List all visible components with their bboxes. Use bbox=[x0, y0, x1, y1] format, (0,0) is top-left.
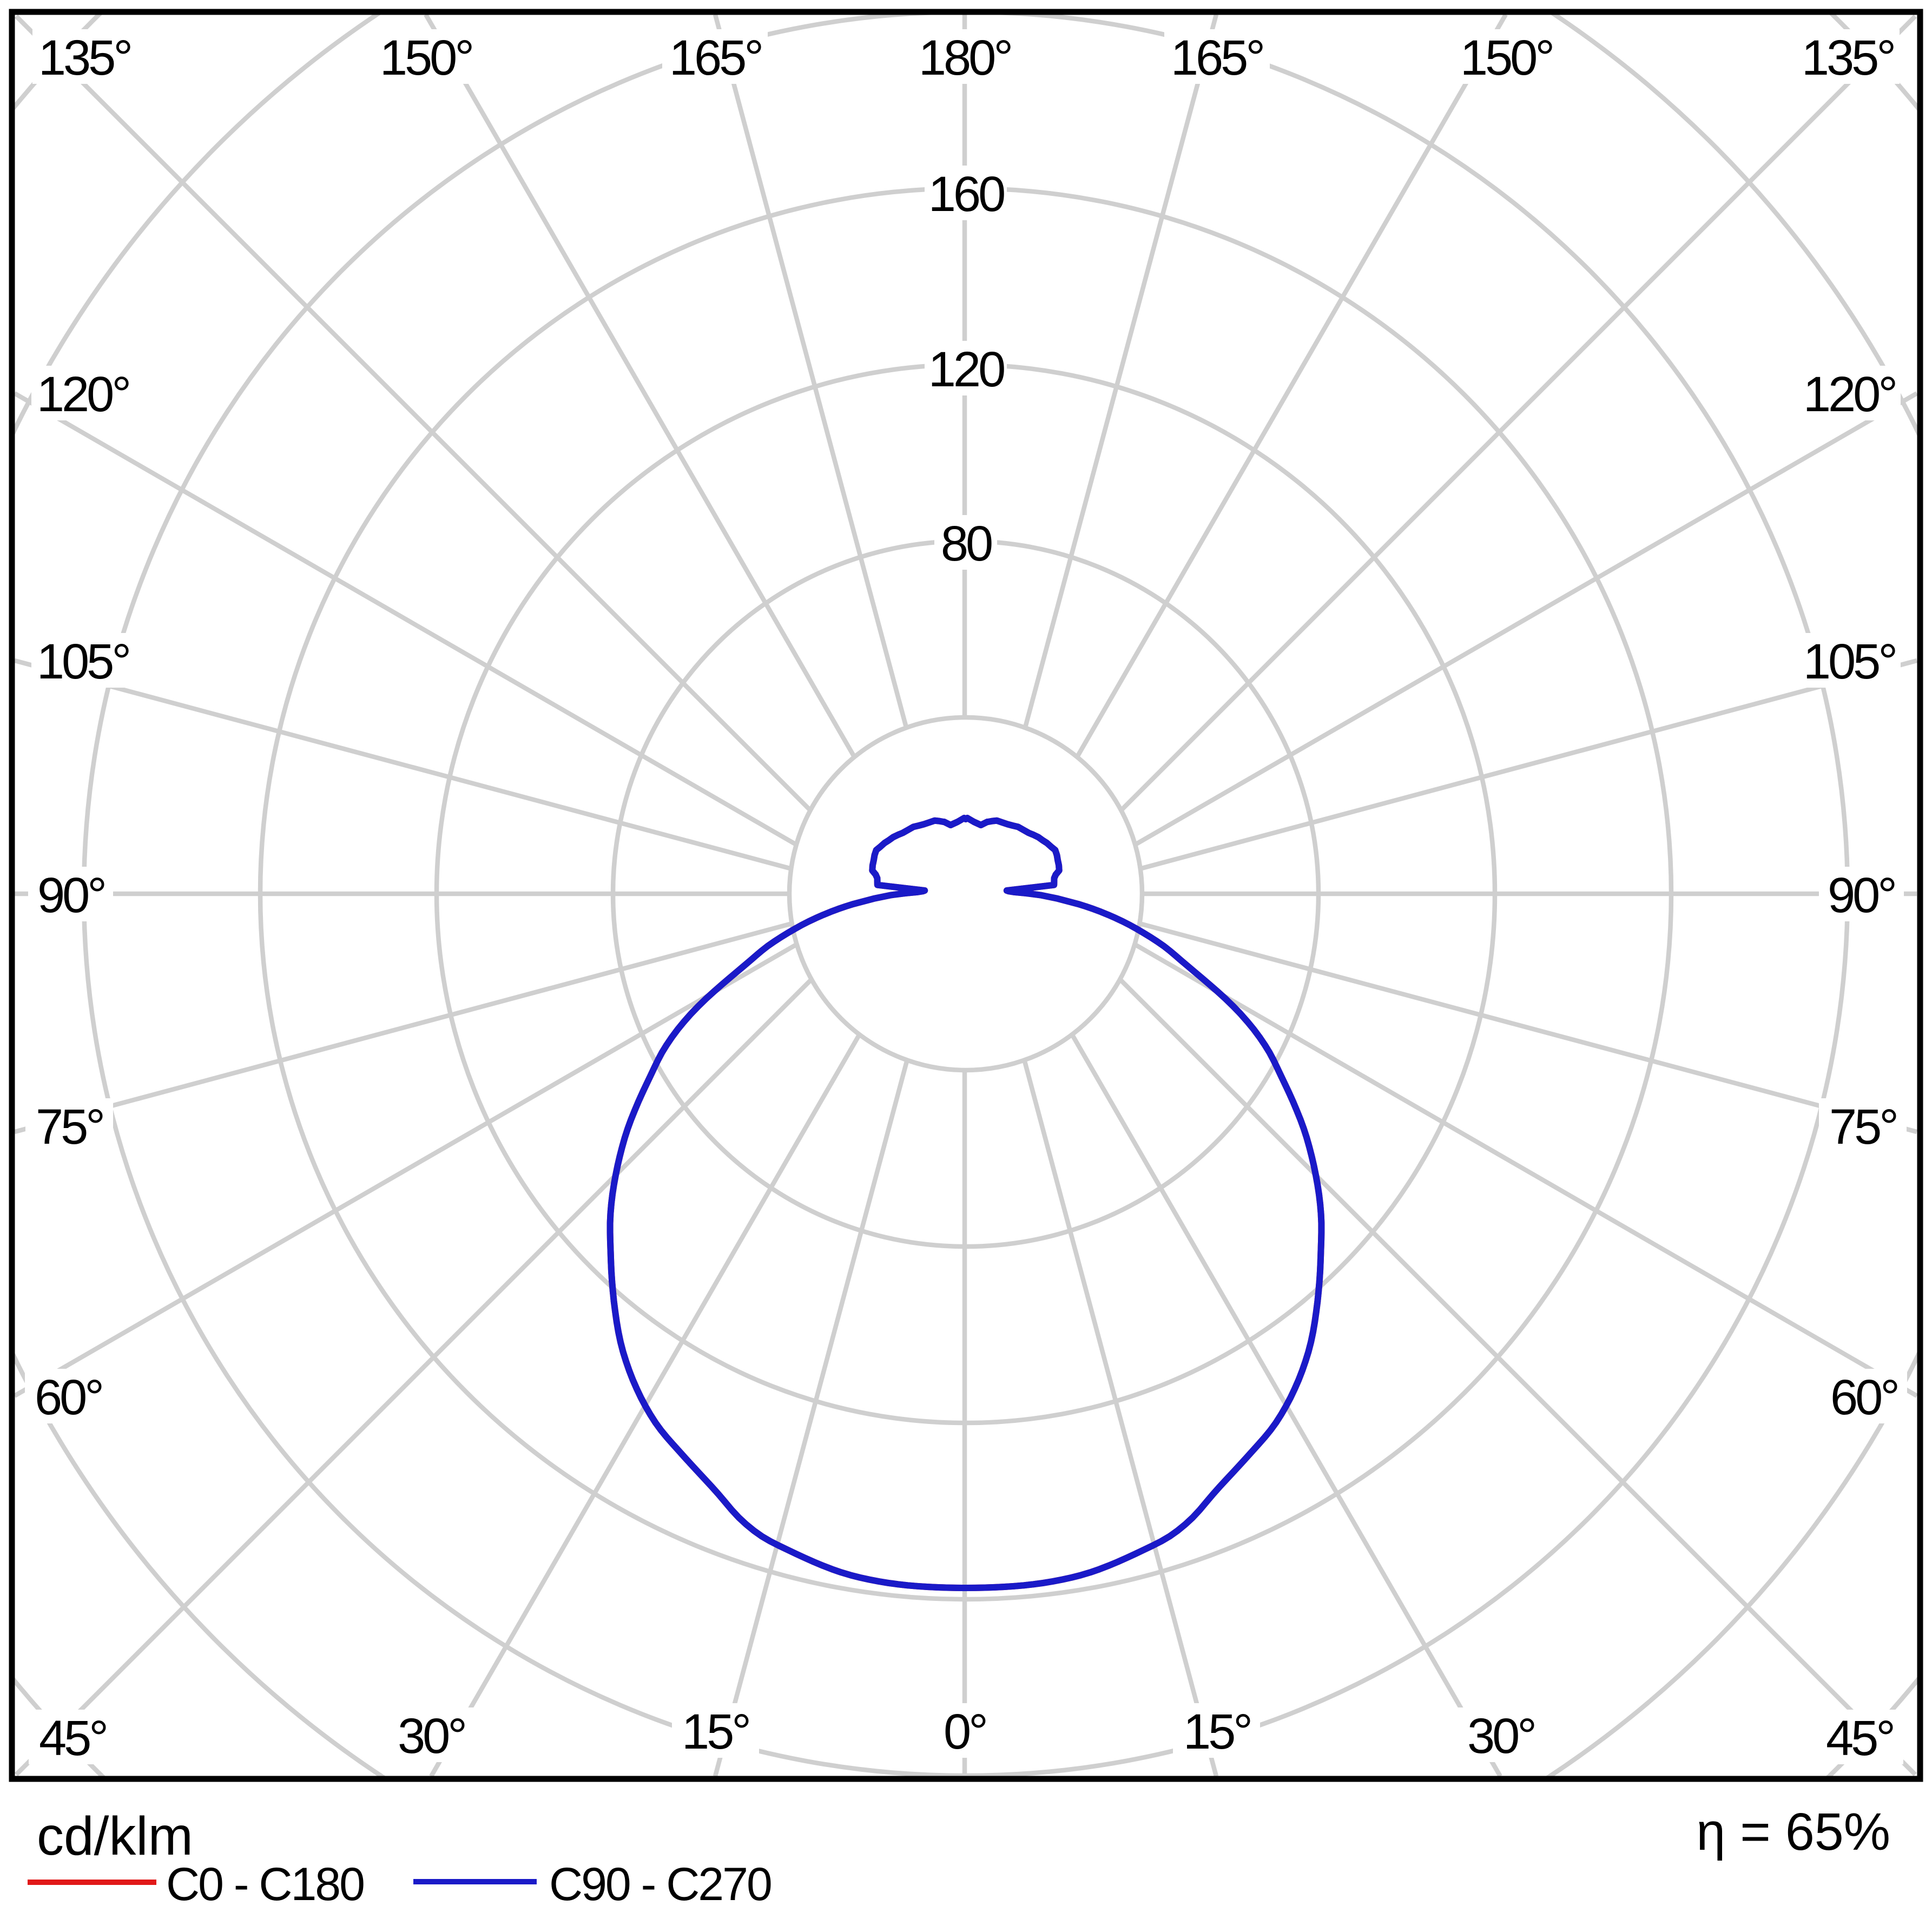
svg-text:15°: 15° bbox=[682, 1704, 749, 1759]
svg-text:60°: 60° bbox=[35, 1370, 102, 1425]
svg-text:120°: 120° bbox=[37, 367, 129, 422]
svg-text:C90 - C270: C90 - C270 bbox=[549, 1858, 771, 1910]
svg-text:165°: 165° bbox=[669, 30, 761, 85]
svg-text:90°: 90° bbox=[37, 868, 104, 923]
svg-text:135°: 135° bbox=[1802, 30, 1894, 85]
svg-text:105°: 105° bbox=[37, 634, 129, 689]
svg-text:120°: 120° bbox=[1803, 367, 1895, 422]
svg-text:75°: 75° bbox=[1829, 1099, 1896, 1155]
svg-text:120: 120 bbox=[928, 342, 1004, 397]
svg-text:135°: 135° bbox=[38, 30, 130, 85]
svg-text:180°: 180° bbox=[919, 30, 1011, 85]
svg-text:30°: 30° bbox=[1467, 1709, 1534, 1764]
svg-text:45°: 45° bbox=[39, 1711, 106, 1766]
svg-text:90°: 90° bbox=[1828, 868, 1895, 923]
svg-text:30°: 30° bbox=[398, 1709, 465, 1764]
svg-text:15°: 15° bbox=[1183, 1704, 1250, 1759]
svg-text:80: 80 bbox=[941, 516, 992, 571]
svg-text:45°: 45° bbox=[1826, 1711, 1893, 1766]
svg-text:105°: 105° bbox=[1803, 634, 1895, 689]
svg-text:60°: 60° bbox=[1830, 1370, 1897, 1425]
svg-text:75°: 75° bbox=[36, 1099, 103, 1155]
svg-text:η = 65%: η = 65% bbox=[1696, 1802, 1890, 1861]
svg-text:150°: 150° bbox=[1460, 30, 1552, 85]
svg-text:0°: 0° bbox=[944, 1704, 986, 1759]
svg-text:C0 - C180: C0 - C180 bbox=[166, 1858, 364, 1910]
svg-text:150°: 150° bbox=[380, 30, 472, 85]
svg-text:165°: 165° bbox=[1171, 30, 1263, 85]
svg-text:cd/klm: cd/klm bbox=[37, 1806, 193, 1867]
svg-text:160: 160 bbox=[928, 167, 1004, 222]
